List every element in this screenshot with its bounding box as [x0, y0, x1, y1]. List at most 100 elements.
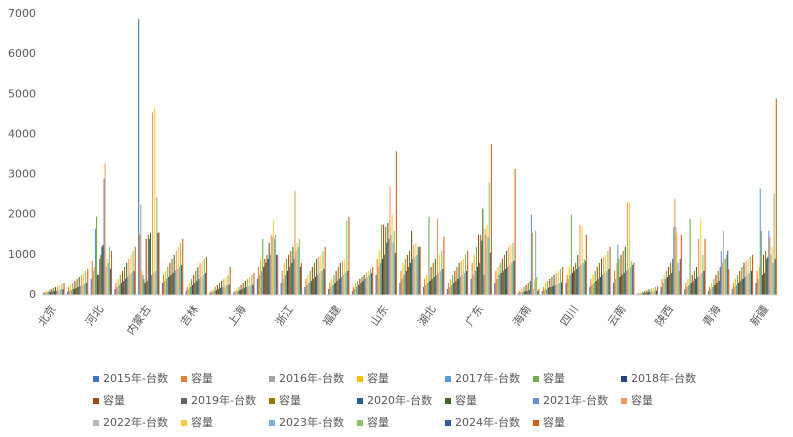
bar [490, 144, 492, 295]
bar [236, 288, 238, 295]
bar [118, 284, 120, 295]
bar [202, 274, 204, 295]
bar [307, 274, 309, 295]
bar [196, 280, 198, 295]
bar [133, 270, 135, 295]
bar [755, 282, 757, 295]
bar [509, 264, 511, 295]
bar [731, 288, 733, 295]
bar [476, 266, 479, 295]
bar [244, 280, 246, 295]
bar [557, 270, 559, 295]
bar [376, 258, 378, 295]
bar [435, 274, 437, 295]
bar [439, 254, 441, 295]
bar [623, 272, 625, 295]
bar [329, 282, 331, 295]
x-tick-label: 内蒙古 [123, 302, 153, 337]
bar [371, 272, 373, 295]
bar [622, 250, 624, 295]
bar [593, 282, 595, 295]
bar [389, 186, 391, 295]
bar [256, 278, 258, 295]
bar [225, 276, 227, 295]
bar [631, 260, 633, 295]
bar [653, 290, 655, 295]
bar [632, 264, 634, 295]
bar [513, 260, 515, 295]
bar [252, 284, 254, 295]
bar [582, 262, 584, 295]
bar [758, 266, 760, 295]
bar [156, 196, 158, 295]
bar [534, 278, 536, 295]
bar [356, 286, 358, 295]
bar [308, 282, 310, 295]
bar [91, 260, 93, 295]
bar [152, 112, 154, 295]
bar [692, 280, 694, 295]
bar [660, 286, 662, 295]
bar [580, 264, 582, 295]
bar [205, 256, 208, 295]
bar [625, 270, 627, 295]
bar [362, 280, 364, 295]
bar [719, 266, 721, 295]
bar [496, 278, 498, 295]
bar [499, 262, 501, 295]
bar [400, 270, 402, 295]
bar [416, 254, 418, 295]
bar [765, 250, 767, 295]
y-tick-label: 7000 [8, 7, 36, 20]
bar [213, 290, 215, 295]
bar [245, 286, 248, 295]
bar [401, 278, 403, 295]
bar [738, 282, 740, 295]
bar [357, 280, 359, 295]
legend-label: 容量 [631, 393, 653, 407]
bar [180, 242, 182, 295]
bar [626, 202, 628, 295]
bar [242, 282, 244, 295]
bar [144, 282, 146, 295]
bar [220, 287, 222, 295]
bar [529, 280, 531, 295]
bar [369, 268, 372, 295]
bar [267, 258, 269, 295]
bar [75, 288, 77, 295]
bar [425, 284, 427, 295]
bar [124, 266, 126, 295]
bar [464, 254, 467, 295]
bar [720, 250, 722, 295]
bar [238, 286, 240, 295]
bar [527, 282, 529, 295]
bar [70, 284, 72, 295]
bar [101, 246, 103, 295]
bar [269, 254, 271, 295]
bar [334, 282, 336, 295]
bar [544, 282, 547, 295]
bar [108, 246, 110, 295]
bar [739, 270, 741, 295]
bar [74, 280, 76, 295]
bar [291, 262, 293, 295]
bar [494, 282, 496, 295]
bar [221, 280, 223, 295]
legend-label: 2018年-台数 [631, 371, 696, 385]
bar [178, 266, 181, 295]
bar [345, 272, 347, 295]
bar [387, 222, 389, 295]
bar [78, 276, 80, 295]
bar [714, 284, 716, 295]
bar [747, 258, 749, 295]
bar [519, 290, 521, 295]
bar [285, 258, 288, 295]
bar [577, 254, 579, 295]
bar [583, 258, 585, 295]
bar [77, 286, 79, 295]
bar [271, 236, 273, 295]
legend-label: 容量 [543, 415, 565, 429]
bar [59, 284, 61, 295]
bar [378, 250, 380, 295]
bar [474, 270, 476, 295]
